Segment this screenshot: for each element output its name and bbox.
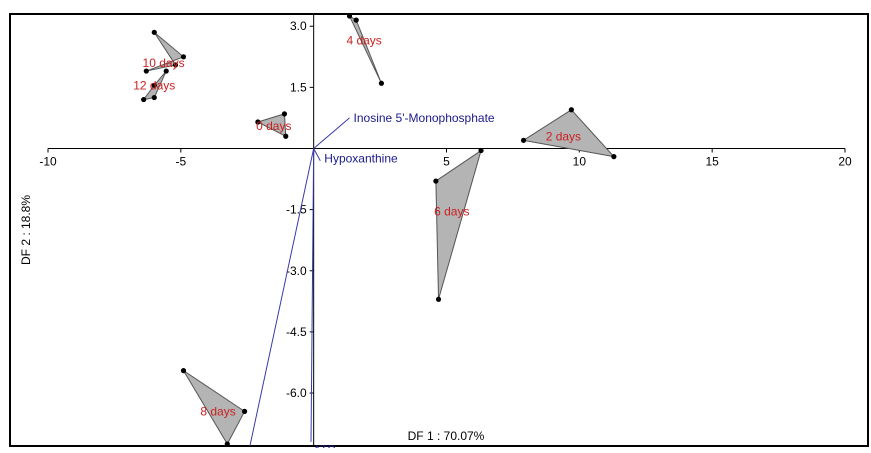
y-tick-label: -6.0 [286,386,307,400]
data-point [281,111,288,117]
group-hulls: 2 days 4 days 6 days 8 days 0 days 10 days 12 … [133,13,617,447]
vector-line [249,148,315,447]
data-point [568,107,574,113]
group-hull [435,149,482,300]
x-tick-label: -10 [39,154,57,168]
vector-line [310,148,315,442]
x-tick-label: 10 [573,154,587,168]
x-tick-label: 5 [443,154,450,168]
group-label: 12 days [133,78,175,92]
group-label: 4 days [346,33,381,47]
data-point [346,13,353,19]
data-point [283,133,289,139]
x-axis-title: DF 1 : 70.07% [408,429,485,443]
data-point [224,441,230,447]
group-label: 10 days [143,56,185,70]
x-tick-label: -5 [175,154,186,168]
y-tick-label: -1.5 [286,203,307,217]
data-point [435,296,442,302]
data-point [151,82,157,88]
data-point [151,94,157,101]
group-label: 6 days [434,205,469,219]
data-point [180,54,187,60]
data-point [433,178,439,184]
vector-label: ATP [313,443,335,448]
y-axis-title: DF 2 : 18.8% [19,195,33,265]
group-label: 0 days [256,119,291,133]
group-hull [348,14,382,84]
group-label: 2 days [546,129,581,143]
data-point [163,68,169,74]
vector-label: Inosine 5'-Monophosphate [354,111,495,125]
y-tick-label: -4.5 [286,325,307,339]
data-point [141,96,147,103]
data-point [180,368,187,374]
y-tick-label: 1.5 [290,80,307,94]
y-tick-label: 3.0 [290,19,307,33]
data-point [520,137,527,143]
group-label: 8 days [200,404,235,418]
group-hull [522,109,616,158]
data-point [478,147,484,154]
y-tick-label: -3.0 [286,264,307,278]
vector-line [313,117,350,149]
data-point [611,154,617,160]
x-tick-label: 20 [838,154,852,168]
data-point [241,408,248,414]
data-point [255,119,261,125]
vector-line [313,148,321,161]
data-point [151,29,157,35]
y-axis-ticks: 3.0 1.5 -1.5 -3.0 -4.5 -6.0 [286,19,314,400]
data-point [143,68,149,74]
data-point [353,17,359,23]
group-hull [183,370,246,445]
data-point [378,80,385,86]
vector-label: Hypoxanthine [324,152,398,166]
data-point [172,62,179,68]
x-tick-label: 15 [705,154,719,168]
group-hull [256,113,287,138]
